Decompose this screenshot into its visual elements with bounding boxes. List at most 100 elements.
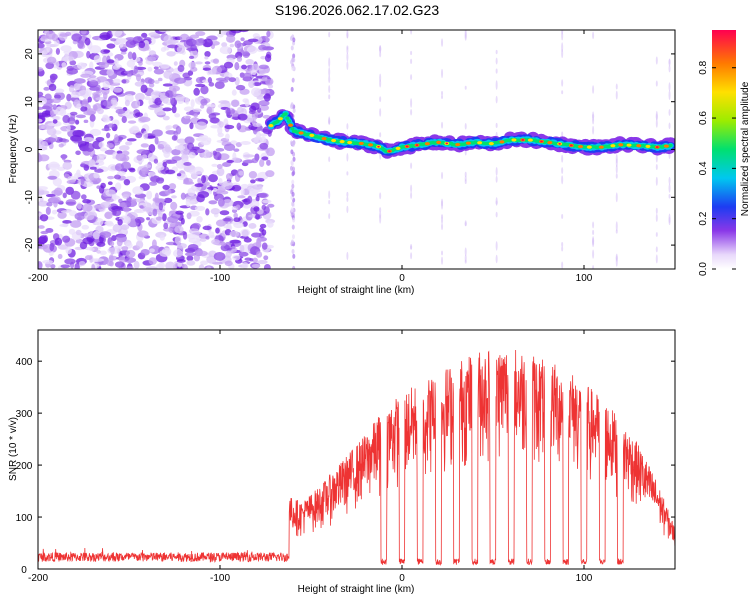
ridge-peak	[268, 124, 274, 128]
noise-blob	[264, 54, 272, 63]
noise-blob	[233, 148, 240, 152]
noise-blob	[200, 104, 205, 109]
noise-blob	[148, 32, 160, 37]
noise-blob	[105, 189, 117, 197]
noise-blob	[214, 81, 225, 90]
noise-blob	[96, 107, 104, 115]
noise-blob	[183, 76, 193, 81]
noise-blob	[195, 83, 206, 88]
noise-blob	[103, 49, 111, 53]
noise-blob	[172, 87, 177, 96]
noise-blob	[200, 98, 208, 106]
ridge-peak	[277, 117, 283, 121]
noise-streak	[615, 173, 618, 179]
noise-blob	[155, 177, 165, 184]
noise-blob	[100, 201, 112, 209]
noise-blob	[126, 59, 136, 68]
noise-blob	[43, 86, 50, 91]
noise-blob	[82, 199, 92, 204]
noise-streak	[561, 167, 564, 175]
noise-blob	[83, 110, 96, 116]
noise-blob	[187, 243, 199, 251]
noise-blob	[136, 154, 143, 161]
noise-blob	[105, 197, 114, 203]
noise-blob	[98, 61, 110, 69]
noise-streak	[328, 190, 331, 200]
noise-blob	[253, 206, 260, 212]
noise-blob	[238, 251, 249, 257]
noise-blob	[158, 30, 171, 33]
spectrogram-x-ticks: -200 -100 0 100	[28, 30, 593, 284]
noise-blob	[196, 215, 203, 223]
noise-blob	[64, 258, 76, 265]
noise-streak	[655, 246, 658, 253]
noise-blob	[175, 125, 182, 135]
spectrogram-y-ticks: -20 -10 0 10 20	[24, 48, 675, 252]
noise-blob	[89, 114, 96, 122]
noise-blob	[99, 250, 107, 256]
noise-blob	[231, 89, 237, 96]
noise-blob	[149, 104, 161, 108]
noise-stripe	[291, 201, 295, 207]
noise-blob	[162, 161, 167, 168]
noise-blob	[104, 221, 109, 226]
noise-blob	[62, 138, 70, 143]
noise-blob	[237, 195, 246, 199]
noise-blob	[64, 31, 72, 37]
ridge-peak	[424, 142, 430, 146]
noise-streak	[441, 94, 444, 99]
noise-blob	[193, 38, 205, 46]
noise-blob	[84, 37, 91, 46]
noise-blob	[229, 230, 240, 238]
noise-blob	[62, 235, 71, 243]
noise-blob	[99, 32, 111, 41]
ridge-peak-core	[521, 139, 525, 141]
noise-blob	[80, 30, 87, 35]
noise-blob	[197, 250, 208, 257]
noise-blob	[147, 78, 155, 85]
noise-streak	[655, 176, 658, 186]
noise-blob	[107, 123, 115, 128]
noise-blob	[226, 107, 231, 117]
colorbar-label: Normalized spectral amplitude	[740, 81, 750, 216]
noise-blob	[117, 218, 123, 226]
noise-blob	[190, 99, 195, 108]
noise-blob	[102, 92, 108, 100]
noise-blob	[211, 239, 220, 245]
noise-blob	[173, 61, 178, 66]
noise-blob	[226, 34, 236, 43]
noise-blob	[50, 75, 56, 84]
noise-blob	[198, 264, 205, 269]
noise-blob	[134, 112, 144, 117]
noise-streak	[328, 31, 331, 38]
noise-blob	[84, 255, 93, 261]
noise-streak	[328, 116, 331, 126]
noise-blob	[130, 198, 137, 202]
noise-blob	[46, 127, 57, 136]
noise-blob	[82, 237, 94, 245]
ridge-peak	[339, 140, 345, 144]
noise-blob	[261, 156, 269, 161]
noise-streak	[655, 119, 658, 128]
noise-streak	[410, 50, 413, 56]
noise-blob	[258, 89, 271, 95]
noise-blob	[174, 95, 186, 102]
noise-streak	[561, 30, 564, 35]
noise-blob	[139, 205, 144, 209]
noise-streak	[464, 30, 467, 37]
noise-blob	[223, 61, 234, 69]
noise-streak	[615, 229, 618, 234]
ridge-peak-core	[377, 145, 380, 148]
noise-streak	[464, 149, 467, 156]
noise-stripe	[290, 86, 294, 92]
noise-blob	[230, 249, 237, 253]
ridge-blob	[286, 119, 291, 123]
noise-blob	[261, 204, 267, 211]
noise-stripe	[291, 141, 295, 147]
noise-blob	[60, 45, 72, 52]
noise-blob	[221, 180, 233, 190]
noise-blob	[133, 198, 145, 202]
x-tick-label: 100	[576, 273, 593, 284]
noise-blob	[224, 76, 231, 81]
noise-blob	[186, 260, 196, 266]
